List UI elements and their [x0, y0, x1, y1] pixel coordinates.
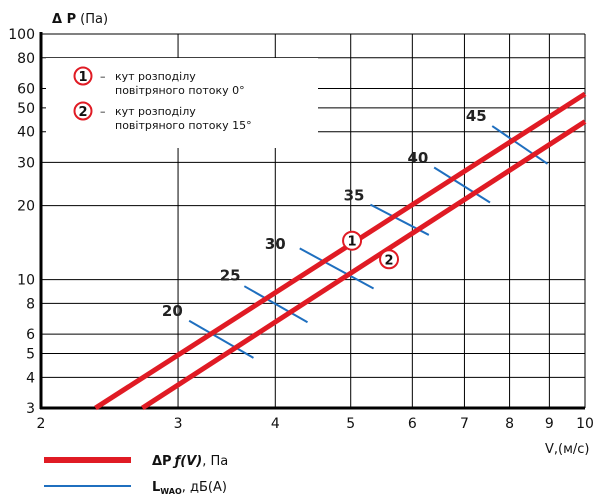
curve-marker-2-icon	[379, 249, 400, 270]
noise-line-30	[299, 247, 375, 290]
legend-note-1-marker: 1	[78, 70, 87, 85]
y-tick-label: 20	[17, 199, 35, 215]
y-tick-label: 5	[26, 347, 35, 363]
legend-box: 1 – кут розподілу повітряного потоку 0° …	[46, 58, 318, 148]
y-axis-symbol: Δ P	[52, 12, 76, 27]
marker-2-icon	[73, 101, 93, 121]
x-tick-label: 9	[545, 416, 554, 432]
legend-note-1-dash: –	[100, 70, 106, 83]
noise-label-25: 25	[220, 267, 241, 285]
curve-marker-1-label: 1	[348, 235, 357, 250]
bottom-legend: ΔP ƒ(V), Па LWAO, дБ(А)	[44, 454, 228, 496]
legend-note-2-line-2: повітряного потоку 15°	[115, 119, 252, 132]
noise-label-20: 20	[162, 302, 183, 320]
x-tick-label: 8	[505, 416, 514, 432]
y-tick-label: 60	[17, 81, 35, 97]
x-tick-label: 6	[408, 416, 417, 432]
legend-note-1: 1 – кут розподілу повітряного потоку 0°	[73, 66, 245, 97]
legend-note-2-dash: –	[100, 105, 106, 118]
legend-note-1-line-2: повітряного потоку 0°	[115, 84, 245, 97]
x-tick-label: 2	[37, 416, 46, 432]
y-tick-label: 40	[17, 125, 35, 141]
noise-line-45	[491, 125, 549, 165]
curve-marker-1-icon	[342, 230, 363, 251]
noise-legend-label: LWAO, дБ(А)	[152, 480, 227, 496]
pressure-curve-2	[141, 119, 587, 411]
y-tick-label: 6	[26, 327, 35, 343]
x-tick-label: 5	[346, 416, 355, 432]
legend-note-2: 2 – кут розподілу повітряного потоку 15°	[73, 101, 252, 132]
noise-label-40: 40	[407, 149, 428, 167]
x-tick-label: 4	[271, 416, 280, 432]
pressure-legend-symbol: ΔP	[152, 454, 172, 469]
legend-note-1-line-1: кут розподілу	[115, 70, 196, 83]
x-tick-label: 7	[460, 416, 469, 432]
noise-label-45: 45	[466, 107, 487, 125]
noise-line-20	[188, 319, 254, 359]
y-tick-label: 100	[8, 27, 35, 43]
noise-label-35: 35	[344, 186, 365, 204]
noise-label-30: 30	[265, 235, 286, 253]
marker-1-icon	[73, 66, 93, 86]
noise-level-lines: 20 25 30 35 40 45	[162, 107, 549, 359]
y-tick-label: 3	[26, 401, 35, 417]
noise-legend-symbol: L	[152, 480, 160, 495]
y-tick-label: 8	[26, 296, 35, 312]
legend-note-2-line-1: кут розподілу	[115, 105, 196, 118]
curve-markers: 12	[342, 230, 400, 270]
y-tick-label: 10	[17, 273, 35, 289]
noise-legend-unit: , дБ(А)	[182, 480, 227, 495]
y-tick-label: 50	[17, 101, 35, 117]
noise-legend-subscript: WAO	[160, 487, 182, 496]
y-axis-unit: (Па)	[80, 12, 108, 27]
noise-line-40	[433, 166, 491, 204]
pressure-legend-func: ƒ(V)	[173, 454, 203, 469]
legend-note-2-marker: 2	[78, 105, 87, 120]
x-axis-title: V,(м/с)	[545, 442, 590, 457]
chart-axes	[39, 32, 585, 410]
pressure-legend-unit: , Па	[202, 454, 228, 469]
x-tick-label: 10	[576, 416, 594, 432]
x-tick-label: 3	[174, 416, 183, 432]
y-tick-label: 4	[26, 370, 35, 386]
y-axis-title: Δ P (Па)	[52, 12, 108, 27]
y-tick-label: 30	[17, 155, 35, 171]
pressure-legend-label: ΔP ƒ(V), Па	[152, 454, 228, 469]
noise-line-25	[243, 285, 308, 324]
pressure-curves	[94, 91, 587, 411]
curve-marker-2-label: 2	[384, 253, 393, 268]
y-tick-label: 80	[17, 51, 35, 67]
pressure-curve-1	[94, 91, 587, 411]
